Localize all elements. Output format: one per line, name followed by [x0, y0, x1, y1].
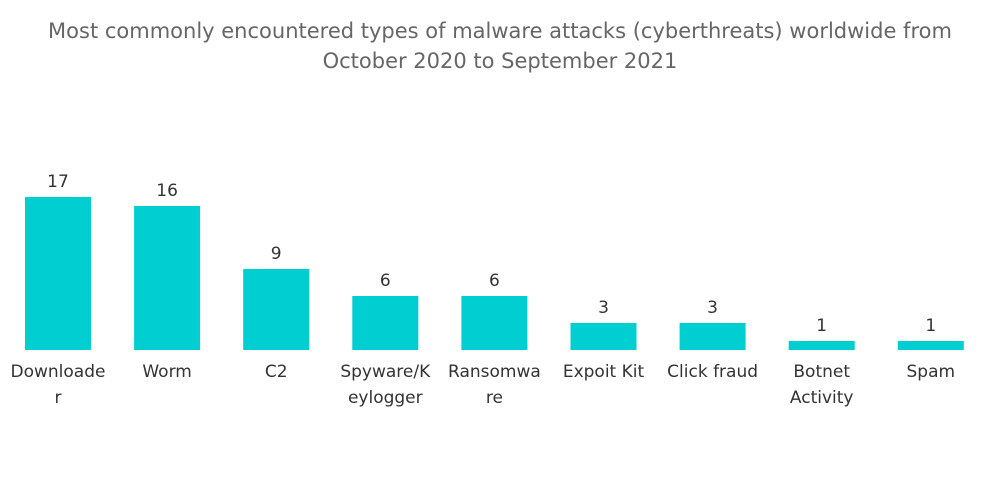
- category-label-7-line-1: Activity: [790, 388, 854, 408]
- category-label-8-line-0: Spam: [907, 362, 956, 382]
- category-label-5-line-0: Expoit Kit: [563, 362, 645, 382]
- bar-4: [461, 296, 528, 350]
- bar-2: [243, 269, 310, 350]
- category-label-0-line-0: Downloade: [11, 362, 106, 382]
- value-label-3: 6: [380, 271, 391, 291]
- value-label-6: 3: [707, 298, 718, 318]
- chart-title-line-2: October 2020 to September 2021: [322, 49, 678, 73]
- bar-6: [679, 323, 746, 350]
- category-label-1-line-0: Worm: [142, 362, 191, 382]
- chart-title: Most commonly encountered types of malwa…: [0, 16, 1000, 76]
- bar-3: [352, 296, 419, 350]
- bar-7: [788, 341, 855, 350]
- category-label-2-line-0: C2: [265, 362, 288, 382]
- category-label-3-line-1: eylogger: [348, 388, 423, 408]
- value-label-7: 1: [816, 316, 827, 336]
- value-label-4: 6: [489, 271, 500, 291]
- bar-5: [570, 323, 637, 350]
- bar-8: [897, 341, 964, 350]
- category-label-7-line-0: Botnet: [793, 362, 850, 382]
- category-label-4-line-1: re: [486, 388, 503, 408]
- category-label-0-line-1: r: [55, 388, 62, 408]
- value-label-8: 1: [925, 316, 936, 336]
- category-label-3-line-0: Spyware/K: [340, 362, 431, 382]
- bar-0: [25, 197, 91, 350]
- chart-title-line-1: Most commonly encountered types of malwa…: [48, 19, 952, 43]
- value-label-2: 9: [271, 244, 282, 264]
- value-label-0: 17: [47, 172, 69, 192]
- category-label-6-line-0: Click fraud: [667, 362, 758, 382]
- value-label-5: 3: [598, 298, 609, 318]
- value-label-1: 16: [156, 181, 178, 201]
- category-label-4-line-0: Ransomwa: [448, 362, 541, 382]
- bar-1: [134, 206, 201, 350]
